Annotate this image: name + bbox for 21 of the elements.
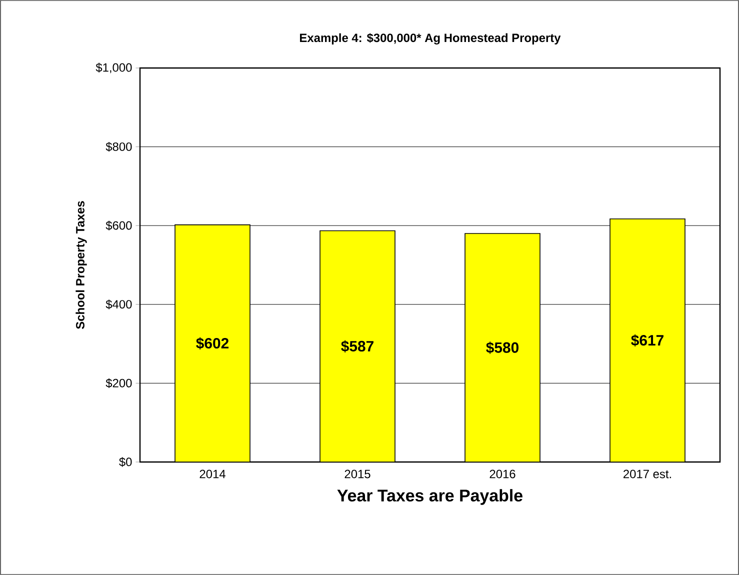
data-label: $602 <box>196 337 229 350</box>
x-tick-label: 2015 <box>344 470 370 478</box>
data-label: $580 <box>486 342 518 354</box>
y-tick-label: $800 <box>106 142 132 152</box>
x-tick-label: 2014 <box>200 470 226 478</box>
y-tick-label: $400 <box>106 300 132 310</box>
y-tick-label: $1,000 <box>96 62 132 74</box>
y-tick-label: $600 <box>106 220 132 230</box>
bar <box>610 218 686 462</box>
y-axis-title: School Property Taxes <box>76 201 87 329</box>
data-label: $587 <box>341 340 374 352</box>
y-tick-label: $0 <box>119 457 132 467</box>
x-tick-label: 2016 <box>490 470 516 478</box>
bar <box>320 230 396 462</box>
x-axis-title: Year Taxes are Payable <box>337 489 522 505</box>
chart-title: Example 4: $300,000* Ag Homestead Property <box>300 33 561 44</box>
bar <box>174 224 250 462</box>
x-tick-label: 2017 est. <box>624 470 671 478</box>
bar <box>464 233 540 462</box>
y-tick-label: $200 <box>106 378 132 388</box>
data-label: $617 <box>631 334 664 347</box>
